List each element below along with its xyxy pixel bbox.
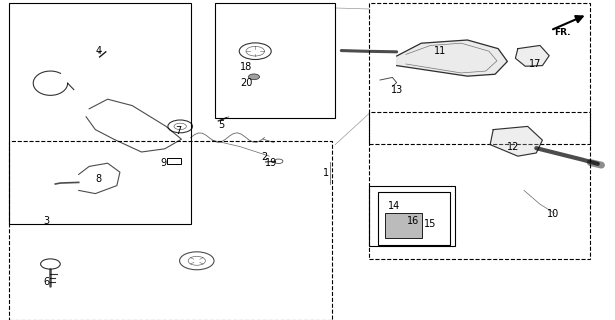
Text: 18: 18 (240, 62, 252, 72)
Text: 19: 19 (264, 158, 277, 168)
Text: 6: 6 (43, 276, 49, 287)
Text: 7: 7 (175, 126, 181, 136)
Text: 17: 17 (529, 59, 541, 69)
Text: 14: 14 (387, 201, 400, 212)
Text: 16: 16 (407, 216, 419, 226)
Text: 9: 9 (160, 158, 166, 168)
Bar (369, 3, 590, 144)
Text: 13: 13 (391, 84, 403, 95)
Bar (167, 158, 181, 164)
Bar (378, 192, 450, 245)
Text: 3: 3 (43, 216, 49, 226)
Polygon shape (515, 45, 549, 66)
Bar (369, 112, 590, 259)
Text: FR.: FR. (555, 28, 571, 37)
Bar (369, 186, 455, 246)
Polygon shape (490, 126, 542, 156)
Text: 5: 5 (218, 120, 224, 130)
Text: 2: 2 (261, 152, 268, 162)
Text: 8: 8 (95, 174, 101, 184)
Polygon shape (397, 40, 507, 76)
Circle shape (248, 74, 260, 80)
Bar (385, 213, 422, 238)
Text: 4: 4 (95, 46, 101, 56)
Bar (9, 3, 191, 224)
Text: 10: 10 (547, 209, 560, 220)
Text: 12: 12 (507, 142, 520, 152)
Text: 1: 1 (323, 168, 329, 178)
Text: 11: 11 (434, 46, 446, 56)
Bar (215, 3, 335, 118)
Text: 20: 20 (240, 78, 252, 88)
Bar (9, 141, 332, 320)
Text: 15: 15 (424, 219, 437, 229)
